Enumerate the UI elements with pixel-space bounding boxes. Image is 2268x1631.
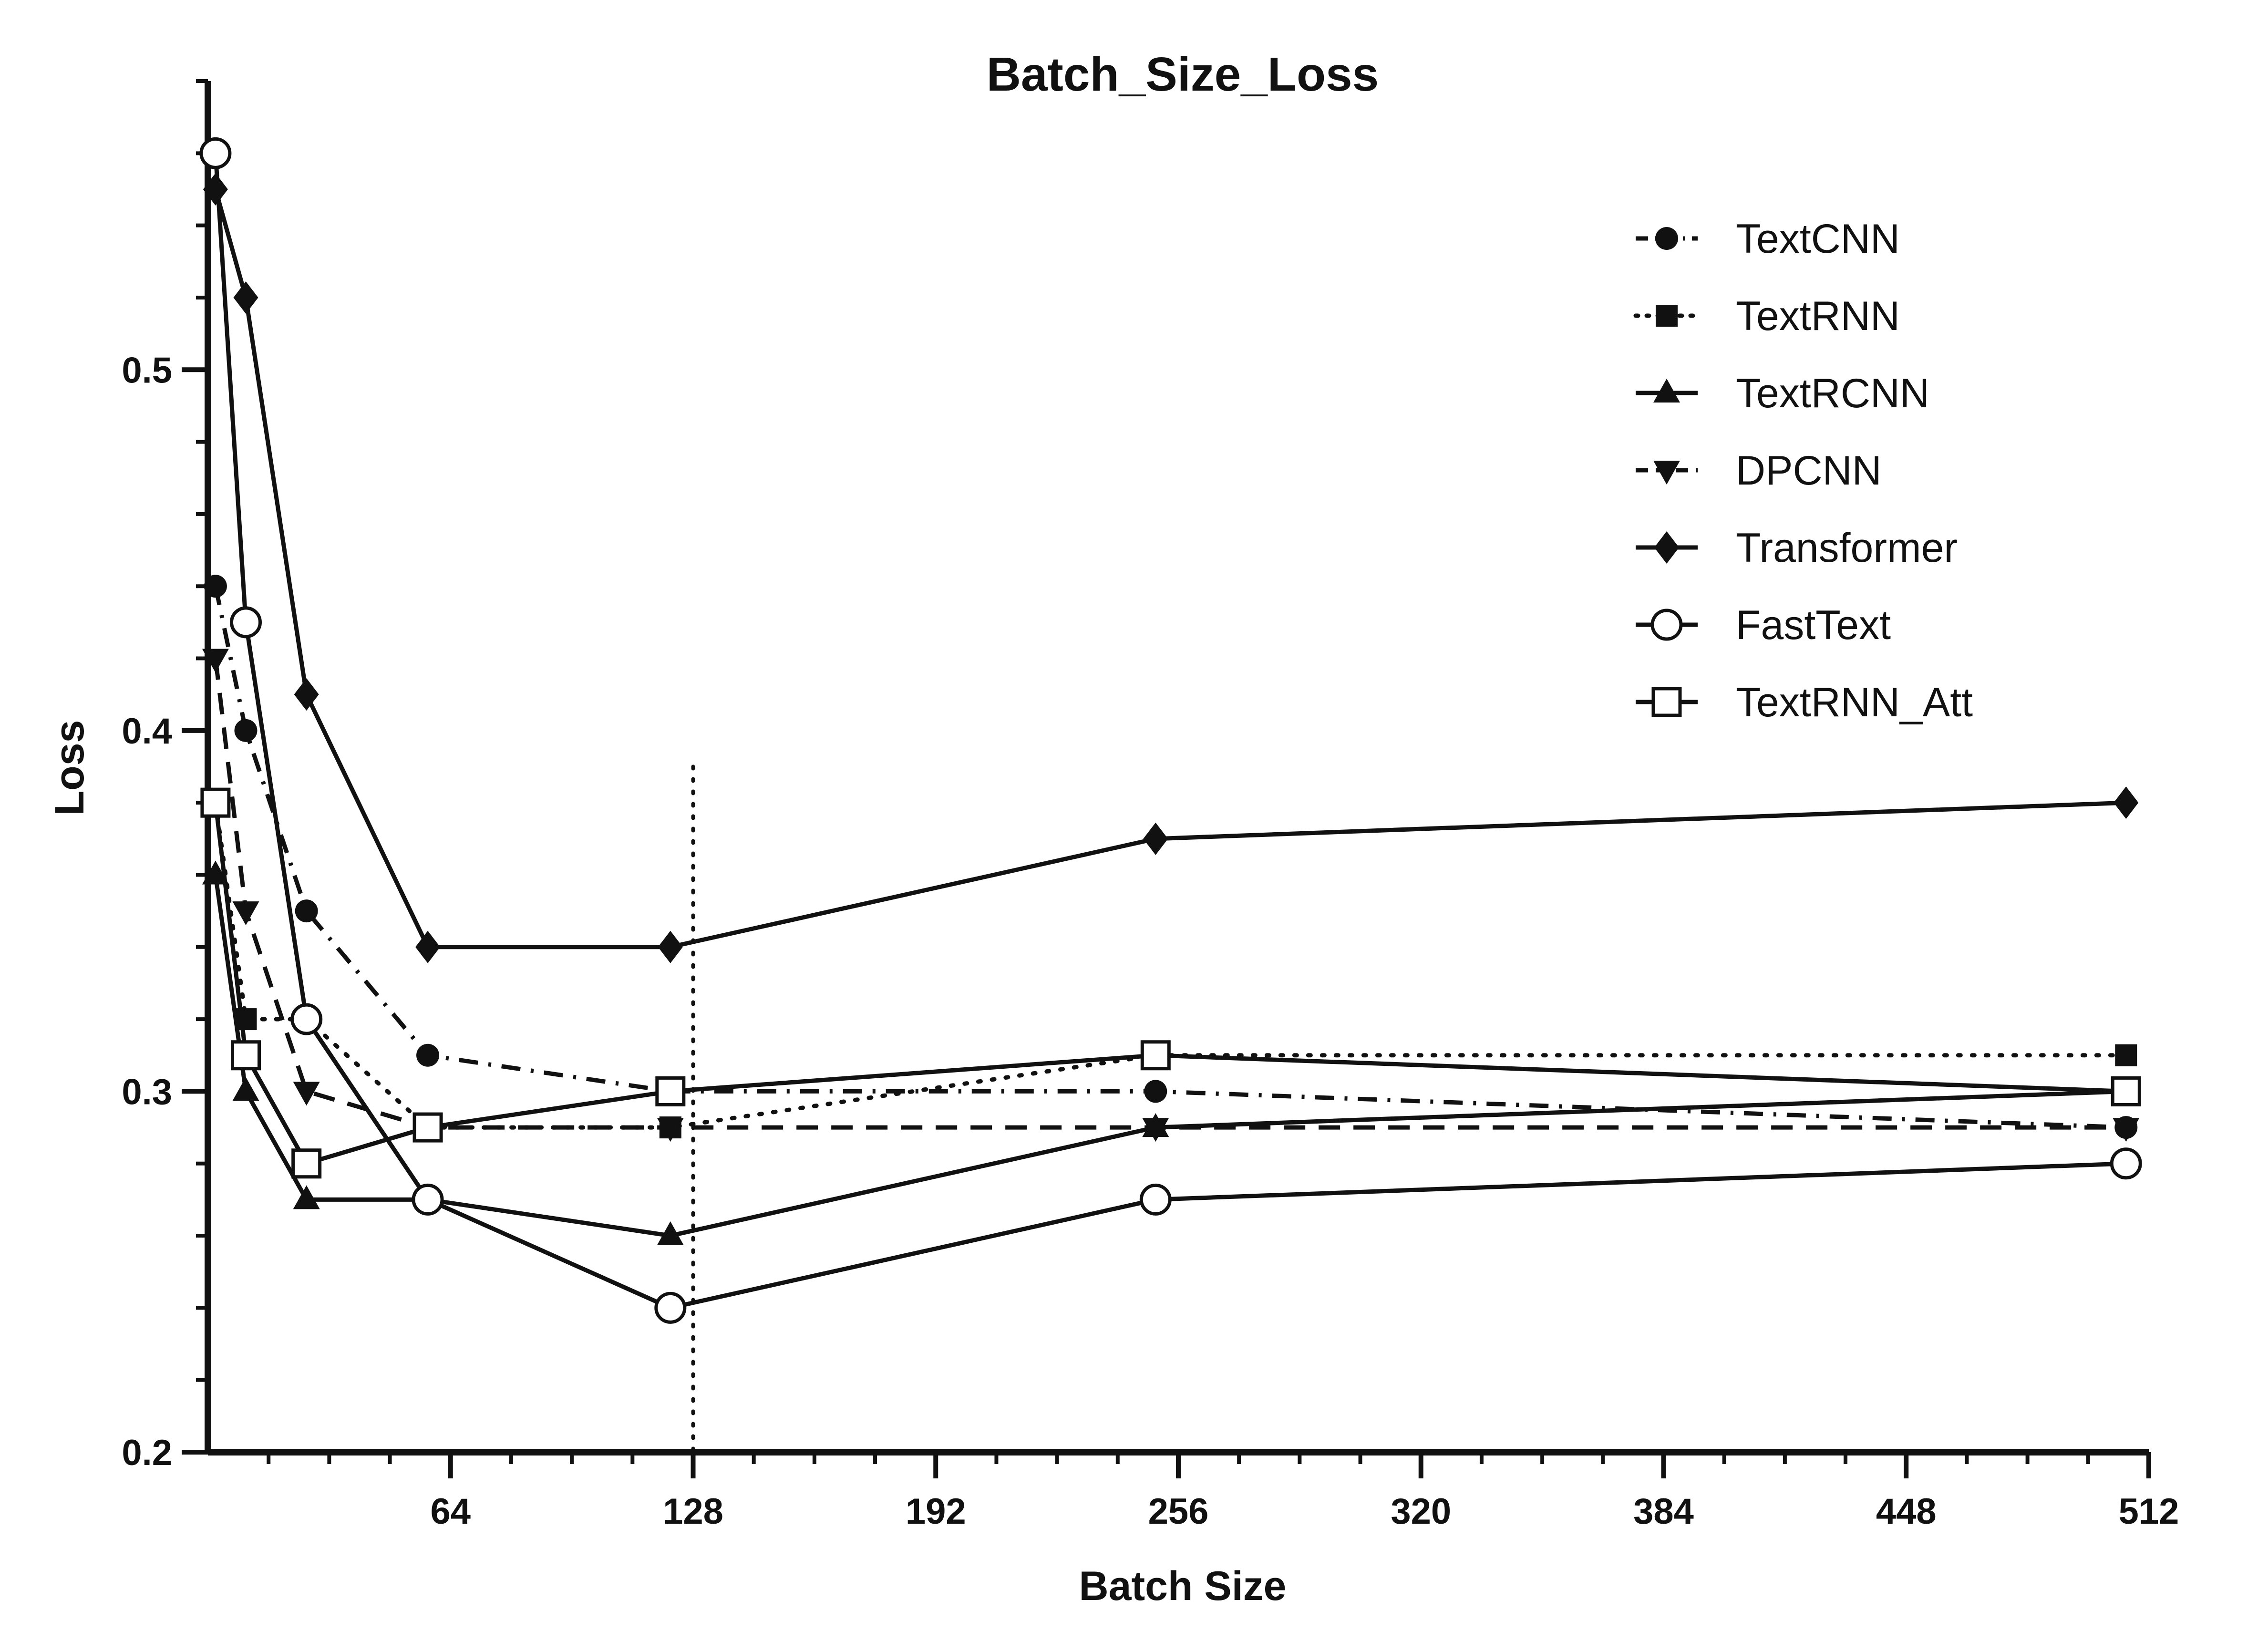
data-point bbox=[1142, 1118, 1169, 1142]
legend-marker bbox=[1656, 305, 1678, 327]
legend-marker bbox=[1650, 609, 1683, 641]
series-fasttext bbox=[199, 137, 2142, 1324]
data-point bbox=[233, 281, 258, 314]
series-textrnn-att bbox=[200, 787, 2141, 1179]
legend: TextCNN TextRNN TextRCNN DPCNN Transformer Fa… bbox=[1633, 216, 1973, 725]
x-tick-label: 448 bbox=[1876, 1491, 1937, 1532]
series-line bbox=[213, 802, 2126, 1166]
data-point bbox=[230, 1040, 261, 1071]
data-point bbox=[204, 575, 227, 598]
data-point bbox=[415, 930, 441, 963]
data-point bbox=[202, 860, 229, 885]
data-point bbox=[290, 1003, 323, 1035]
data-point bbox=[1144, 1080, 1167, 1103]
data-point bbox=[200, 787, 231, 818]
legend-label: FastText bbox=[1736, 602, 1891, 648]
series-textrcnn bbox=[202, 860, 2140, 1246]
data-point bbox=[1140, 1040, 1171, 1071]
legend-item: FastText bbox=[1636, 602, 1891, 648]
plot-area bbox=[199, 137, 2142, 1324]
series-line bbox=[213, 586, 2126, 1130]
legend-item: TextRNN bbox=[1633, 293, 1900, 339]
data-point bbox=[657, 1221, 684, 1246]
data-point bbox=[2111, 1076, 2141, 1106]
x-tick-label: 512 bbox=[2119, 1491, 2179, 1532]
y-tick-label: 0.4 bbox=[122, 711, 172, 752]
data-point bbox=[655, 1076, 686, 1106]
data-point bbox=[654, 1291, 687, 1324]
axes: 0.2 0.3 0.4 0.5 64 128 192 256 320 384 448 512 bbox=[122, 79, 2179, 1532]
data-point bbox=[2115, 1044, 2137, 1066]
data-point bbox=[1139, 1183, 1172, 1216]
legend-label: Transformer bbox=[1736, 525, 1958, 571]
data-point bbox=[657, 1118, 684, 1142]
legend-label: TextRNN bbox=[1736, 293, 1900, 339]
legend-item: Transformer bbox=[1636, 525, 1958, 571]
data-point bbox=[229, 606, 262, 639]
x-axis-label: Batch Size bbox=[1079, 1563, 1287, 1609]
data-point bbox=[234, 719, 258, 742]
legend-marker bbox=[1654, 531, 1679, 564]
data-point bbox=[232, 1077, 259, 1101]
legend-item: TextRCNN bbox=[1636, 371, 1929, 416]
x-tick-label: 64 bbox=[430, 1491, 471, 1532]
x-tick-label: 192 bbox=[906, 1491, 966, 1532]
data-point bbox=[2113, 1118, 2140, 1142]
legend-label: DPCNN bbox=[1736, 448, 1882, 494]
data-point bbox=[294, 678, 319, 711]
legend-marker bbox=[1653, 461, 1680, 485]
data-point bbox=[202, 649, 229, 673]
y-tick-label: 0.5 bbox=[122, 350, 172, 391]
data-point bbox=[232, 901, 259, 926]
data-point bbox=[293, 1185, 320, 1209]
data-point bbox=[1143, 822, 1168, 855]
legend-label: TextRCNN bbox=[1736, 371, 1929, 416]
chart-title: Batch_Size_Loss bbox=[987, 48, 1379, 101]
data-point bbox=[291, 1148, 322, 1179]
series-textrnn bbox=[204, 792, 2137, 1139]
y-tick-label: 0.2 bbox=[122, 1433, 172, 1473]
data-point bbox=[293, 1082, 320, 1106]
legend-marker bbox=[1655, 227, 1678, 250]
legend-item: TextCNN bbox=[1636, 216, 1900, 262]
legend-item: DPCNN bbox=[1636, 448, 1882, 494]
data-point bbox=[203, 173, 228, 206]
data-point bbox=[199, 137, 232, 169]
data-point bbox=[2110, 1147, 2142, 1180]
y-tick-label: 0.3 bbox=[122, 1072, 172, 1112]
x-tick-label: 384 bbox=[1633, 1491, 1694, 1532]
legend-marker bbox=[1653, 379, 1680, 403]
data-point bbox=[2113, 786, 2139, 819]
data-point bbox=[412, 1183, 444, 1216]
legend-label: TextRNN_Att bbox=[1736, 680, 1973, 725]
legend-label: TextCNN bbox=[1736, 216, 1900, 262]
legend-marker bbox=[1651, 687, 1682, 717]
x-tick-label: 128 bbox=[663, 1491, 723, 1532]
x-tick-label: 256 bbox=[1148, 1491, 1209, 1532]
data-point bbox=[295, 899, 318, 923]
data-point bbox=[412, 1112, 443, 1143]
data-point bbox=[658, 930, 683, 963]
series-transformer bbox=[203, 173, 2139, 963]
data-point bbox=[416, 1043, 440, 1067]
legend-item: TextRNN_Att bbox=[1636, 680, 1973, 725]
x-tick-label: 320 bbox=[1391, 1491, 1451, 1532]
y-axis-label: Loss bbox=[47, 720, 93, 816]
